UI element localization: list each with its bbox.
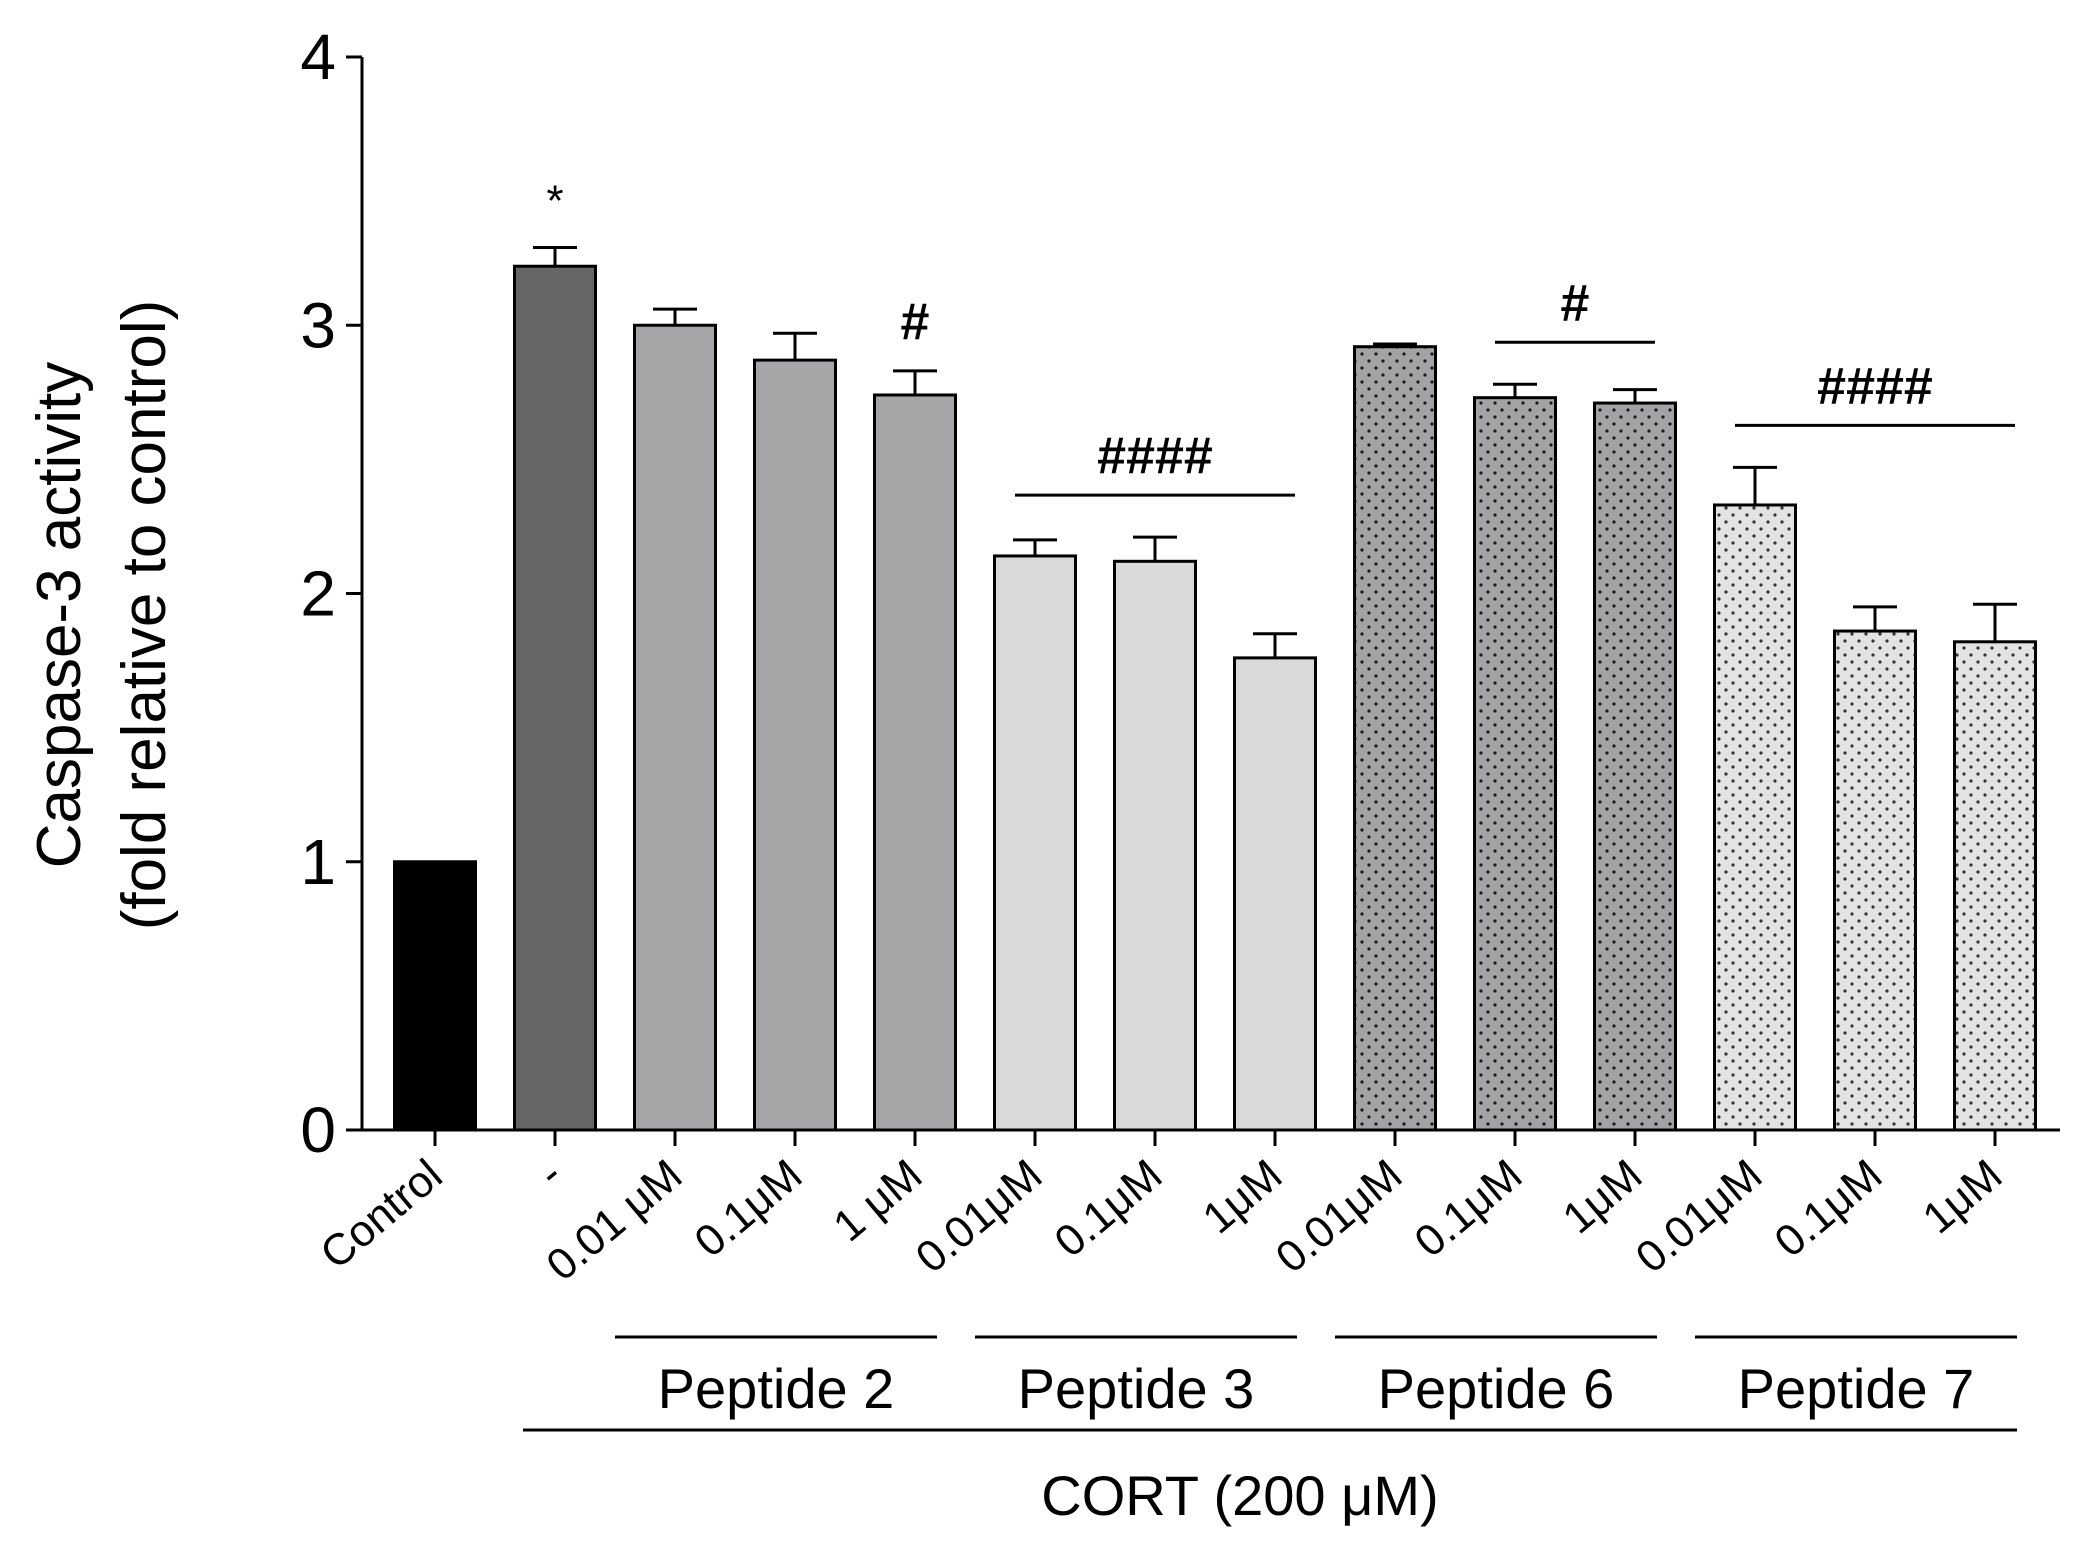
x-tick-label: 1 μM [824,1150,931,1251]
significance-annotations: *########## [546,176,2015,497]
bar-4 [873,393,957,1132]
x-tick-label: 0.1μM [1046,1150,1172,1267]
group-label: Peptide 2 [658,1357,895,1420]
group-label: Peptide 7 [1738,1357,1975,1420]
significance-mark: # [1561,274,1590,332]
x-tick-label: 1μM [1554,1150,1652,1243]
bar-9 [1473,396,1557,1132]
y-tick-label: 0 [300,1094,336,1166]
bar-8 [1353,345,1437,1132]
cort-label: CORT (200 μM) [1041,1464,1438,1527]
y-tick-label: 2 [300,558,336,630]
y-tick-label: 4 [300,21,336,93]
bar-2 [633,323,717,1132]
bar-11 [1713,503,1797,1132]
x-tick-label: 0.01μM [1627,1150,1772,1282]
x-tick-label: 0.1μM [686,1150,812,1267]
bar-6 [1113,559,1197,1132]
y-tick-label: 1 [300,826,336,898]
bar-12 [1833,629,1917,1132]
bar-0 [393,860,477,1132]
group-label: Peptide 6 [1378,1357,1615,1420]
y-axis: 0 1 2 3 4 [300,21,364,1166]
bar-10 [1593,401,1677,1132]
x-tick-label: 0.1μM [1406,1150,1532,1267]
y-axis-label-line2: (fold relative to control) [110,300,179,931]
significance-mark: #### [1817,357,1933,415]
x-tick-label: 0.1μM [1766,1150,1892,1267]
significance-mark: #### [1097,427,1213,485]
significance-mark: # [901,293,930,351]
x-tick-label: 0.01μM [907,1150,1052,1282]
bar-13 [1953,640,2037,1132]
x-tick-label: 0.01 μM [537,1150,691,1290]
group-brackets: Peptide 2 Peptide 3 Peptide 6 Peptide 7 [523,1335,2017,1432]
significance-mark: * [546,176,563,225]
bar-1 [513,264,597,1132]
bar-3 [753,358,837,1132]
x-tick-label: 0.01μM [1267,1150,1412,1282]
group-label: Peptide 3 [1018,1357,1255,1420]
bar-5 [993,554,1077,1132]
x-tick-label: - [529,1150,572,1197]
y-axis-label-line1: Caspase-3 activity [25,362,94,869]
x-tick-label: 1μM [1194,1150,1292,1243]
bar-7 [1233,656,1317,1132]
y-tick-label: 3 [300,289,336,361]
bars [393,245,2037,1132]
x-tick-label: 1μM [1914,1150,2012,1243]
x-tick-label: Control [311,1150,451,1279]
y-axis-label: Caspase-3 activity (fold relative to con… [25,300,179,931]
